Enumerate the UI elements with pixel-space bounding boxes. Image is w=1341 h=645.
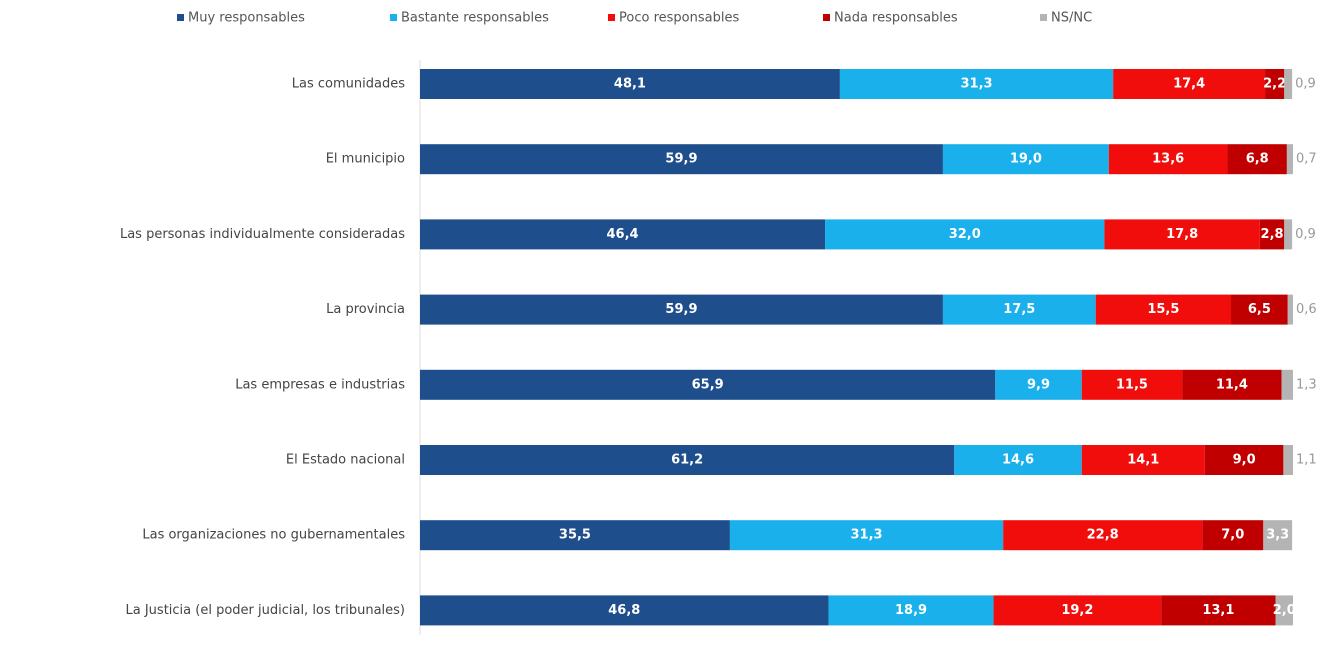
value-label: 13,6	[1152, 152, 1184, 167]
value-label: 6,8	[1246, 152, 1269, 167]
bar-segment	[1284, 69, 1293, 99]
category-label: Las organizaciones no gubernamentales	[142, 528, 405, 543]
bar-segment	[1081, 445, 1205, 475]
bar-segment	[825, 219, 1105, 250]
value-label: 9,0	[1233, 453, 1256, 468]
value-label: 3,3	[1266, 528, 1289, 543]
value-label: 32,0	[949, 227, 981, 242]
value-label: 18,9	[895, 603, 927, 618]
legend-swatch	[1040, 14, 1047, 21]
bar-segment	[828, 595, 994, 626]
bar-segment	[420, 520, 730, 551]
category-label: La Justicia (el poder judicial, los trib…	[126, 603, 406, 618]
bar-segment	[1095, 294, 1232, 325]
bar-segment	[420, 294, 943, 325]
bar-segment	[1108, 144, 1228, 175]
category-label: La provincia	[326, 302, 405, 317]
bar-segment	[420, 69, 840, 99]
value-label: 0,9	[1295, 77, 1316, 92]
value-label: 46,4	[606, 227, 638, 242]
bar-segment	[420, 219, 826, 250]
value-label: 13,1	[1202, 603, 1234, 618]
value-label: 1,3	[1296, 377, 1317, 392]
category-label: El Estado nacional	[286, 453, 405, 468]
category-label: Las personas individualmente considerada…	[120, 227, 405, 242]
value-label: 6,5	[1248, 302, 1271, 317]
value-label: 11,4	[1216, 377, 1248, 392]
value-label: 2,0	[1273, 603, 1296, 618]
value-label: 2,8	[1261, 227, 1284, 242]
value-label: 14,1	[1127, 453, 1159, 468]
bar-segment	[1182, 369, 1282, 400]
value-label: 22,8	[1087, 528, 1119, 543]
category-label: Las comunidades	[292, 77, 405, 92]
bar-segment	[1284, 219, 1293, 250]
legend-label: NS/NC	[1051, 11, 1092, 26]
value-label: 15,5	[1147, 302, 1179, 317]
bar-segment	[942, 294, 1096, 325]
legend-swatch	[390, 14, 397, 21]
legend-label: Bastante responsables	[401, 11, 549, 26]
value-label: 17,4	[1173, 77, 1205, 92]
value-label: 2,2	[1263, 77, 1286, 92]
value-label: 11,5	[1116, 377, 1148, 392]
bar-segment	[954, 445, 1082, 475]
value-label: 31,3	[960, 77, 992, 92]
bar-segment	[420, 144, 943, 175]
bar-segment	[1204, 445, 1284, 475]
bar-segment	[729, 520, 1004, 551]
bar-segment	[1202, 520, 1264, 551]
value-label: 0,9	[1295, 227, 1316, 242]
bar-segment	[1003, 520, 1203, 551]
bar-segment	[1283, 445, 1293, 475]
category-label: Las empresas e industrias	[235, 377, 405, 392]
value-label: 59,9	[665, 302, 697, 317]
legend-label: Muy responsables	[188, 11, 305, 26]
category-label: El municipio	[326, 152, 405, 167]
value-label: 17,5	[1003, 302, 1035, 317]
bar-segment	[1275, 595, 1293, 626]
bar-segment	[1263, 520, 1293, 551]
legend-swatch	[823, 14, 830, 21]
bar-segment	[1265, 69, 1285, 99]
bar-segment	[995, 369, 1082, 400]
legend-label: Nada responsables	[834, 11, 958, 26]
bar-segment	[1161, 595, 1276, 626]
value-label: 35,5	[559, 528, 591, 543]
bar-segment	[1281, 369, 1293, 400]
value-label: 61,2	[671, 453, 703, 468]
value-label: 0,7	[1296, 152, 1317, 167]
value-label: 19,0	[1010, 152, 1042, 167]
bar-segment	[1287, 294, 1293, 325]
bar-segment	[1259, 219, 1285, 250]
bar-segment	[1286, 144, 1293, 175]
value-label: 65,9	[692, 377, 724, 392]
value-label: 48,1	[614, 77, 646, 92]
bar-segment	[1231, 294, 1288, 325]
legend-swatch	[177, 14, 184, 21]
value-label: 7,0	[1221, 528, 1244, 543]
value-label: 14,6	[1002, 453, 1034, 468]
bar-segment	[993, 595, 1162, 626]
bar-segment	[420, 369, 996, 400]
value-label: 19,2	[1061, 603, 1093, 618]
bar-segment	[1113, 69, 1266, 99]
bar-segment	[1081, 369, 1183, 400]
value-label: 0,6	[1296, 302, 1317, 317]
bar-segment	[1227, 144, 1287, 175]
value-label: 1,1	[1296, 453, 1317, 468]
value-label: 31,3	[851, 528, 883, 543]
value-label: 46,8	[608, 603, 640, 618]
value-label: 9,9	[1027, 377, 1050, 392]
bar-segment	[839, 69, 1114, 99]
value-label: 17,8	[1166, 227, 1198, 242]
value-label: 59,9	[665, 152, 697, 167]
legend-label: Poco responsables	[619, 11, 739, 26]
bar-segment	[420, 595, 829, 626]
legend-swatch	[608, 14, 615, 21]
bar-segment	[942, 144, 1109, 175]
bar-segment	[420, 445, 955, 475]
bar-segment	[1104, 219, 1260, 250]
